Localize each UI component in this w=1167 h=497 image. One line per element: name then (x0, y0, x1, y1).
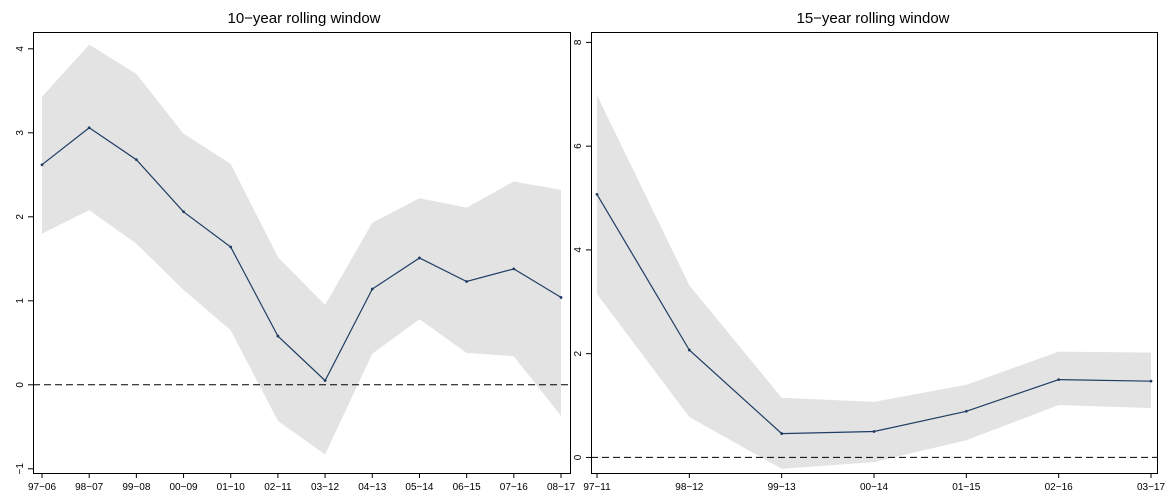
data-point (229, 245, 233, 249)
x-tick-label: 97−06 (28, 482, 57, 493)
x-tick-label: 08−17 (547, 482, 576, 493)
x-tick-label: 03−17 (1137, 482, 1166, 493)
x-tick-label: 98−07 (75, 482, 104, 493)
estimate-line-layer (40, 126, 563, 382)
x-tick-label: 01−10 (217, 482, 246, 493)
confidence-band-layer (42, 44, 561, 455)
chart-title: 15−year rolling window (796, 10, 949, 27)
y-tick-label: 0 (573, 454, 584, 460)
data-point (872, 430, 876, 433)
x-tick-label: 03−12 (311, 482, 340, 493)
x-axis: 97−06 98−07 99−08 00−09 01−10 02−11 03−12 04−13… (28, 473, 576, 493)
confidence-band (42, 44, 561, 455)
y-tick-label: 0 (15, 382, 26, 388)
data-point (964, 409, 968, 413)
y-tick-label: 4 (15, 46, 26, 52)
data-point (780, 432, 784, 435)
x-tick-label: 00−14 (860, 482, 889, 493)
x-axis: 97−11 98−12 99−13 00−14 01−15 02−16 03−17 (583, 473, 1165, 493)
data-point (1149, 379, 1153, 383)
x-tick-label: 02−16 (1045, 482, 1074, 493)
plot-frame (33, 32, 571, 474)
data-point (512, 267, 516, 271)
plot-frame (591, 32, 1158, 474)
data-point (182, 210, 185, 214)
y-tick-label: 2 (15, 214, 26, 220)
confidence-band-layer (597, 95, 1151, 469)
x-tick-label: 07−16 (500, 482, 529, 493)
y-tick-label: 6 (573, 143, 584, 149)
x-tick-label: 00−09 (169, 482, 198, 493)
x-tick-label: 98−12 (675, 482, 704, 493)
y-tick-label: 8 (573, 39, 584, 45)
estimate-line (41, 127, 562, 382)
confidence-band (597, 95, 1151, 469)
x-tick-label: 02−11 (264, 482, 292, 493)
y-axis: 0 2 4 6 8 (573, 39, 591, 460)
data-point (276, 334, 280, 338)
data-point (687, 348, 691, 352)
data-point (465, 280, 469, 283)
y-tick-label: −1 (15, 463, 26, 475)
y-tick-label: 3 (15, 130, 26, 136)
y-tick-label: 1 (15, 298, 26, 304)
chart-panel-10-year: 10−year rolling window 97−06 98−07 99−08 00… (15, 10, 575, 493)
x-tick-label: 01−15 (952, 482, 981, 493)
data-point (559, 296, 563, 299)
x-tick-label: 06−15 (453, 482, 482, 493)
x-tick-label: 05−14 (405, 482, 434, 493)
data-point (1057, 378, 1061, 382)
data-point (418, 256, 421, 260)
data-point (595, 192, 599, 196)
data-point (370, 287, 374, 291)
x-tick-label: 97−11 (583, 482, 611, 493)
data-point (40, 163, 44, 167)
chart-title: 10−year rolling window (227, 10, 380, 27)
data-point (323, 379, 327, 382)
data-point (87, 126, 91, 130)
x-tick-label: 99−13 (768, 482, 797, 493)
chart-panel-15-year: 15−year rolling window 97−11 98−12 99−13 00… (573, 10, 1165, 493)
x-tick-label: 99−08 (122, 482, 151, 493)
y-tick-label: 4 (573, 247, 584, 253)
x-tick-label: 04−13 (358, 482, 387, 493)
data-point (134, 158, 138, 162)
y-axis: −1 0 1 2 3 4 (15, 46, 33, 475)
y-tick-label: 2 (573, 350, 584, 356)
estimate-line-layer (595, 192, 1153, 435)
